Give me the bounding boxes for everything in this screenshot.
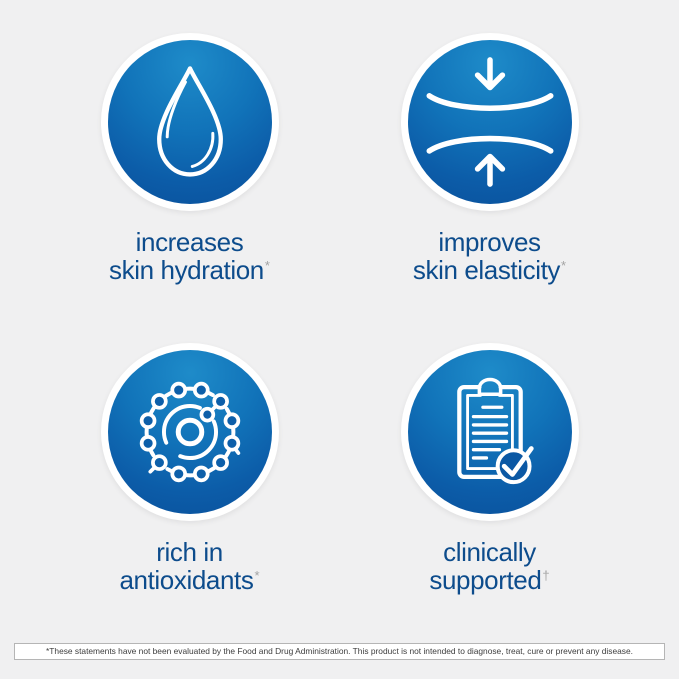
feature-label-line2: antioxidants: [119, 565, 254, 595]
features-grid: increases skin hydration*: [100, 33, 579, 599]
antioxidant-molecule-icon: [139, 381, 240, 483]
clipboard-check-icon: [456, 377, 534, 485]
feature-label-line1: increases: [135, 227, 244, 257]
compress-arrows-icon: [426, 57, 553, 187]
droplet-icon: [156, 66, 223, 177]
feature-label-line1: improves: [438, 227, 541, 257]
badge-circle: [100, 33, 279, 211]
badge-circle: [100, 343, 279, 521]
badge-circle: [400, 33, 579, 211]
feature-label-line2: skin hydration: [109, 255, 264, 285]
feature-clinically-supported: clinically supported†: [400, 343, 579, 599]
disclaimer-bar: *These statements have not been evaluate…: [14, 643, 665, 660]
feature-label-line2: supported: [429, 565, 542, 595]
feature-label: rich in antioxidants*: [119, 538, 259, 599]
feature-label-line1: clinically: [443, 537, 536, 567]
feature-skin-elasticity: improves skin elasticity*: [400, 33, 579, 289]
feature-label: increases skin hydration*: [109, 228, 270, 289]
feature-label-line1: rich in: [156, 537, 223, 567]
badge-circle: [400, 343, 579, 521]
feature-antioxidants: rich in antioxidants*: [100, 343, 279, 599]
footnote-mark: †: [542, 568, 550, 583]
footnote-mark: *: [561, 258, 567, 273]
feature-label: improves skin elasticity*: [413, 228, 566, 289]
footnote-mark: *: [264, 258, 270, 273]
feature-label: clinically supported†: [429, 538, 549, 599]
footnote-mark: *: [254, 568, 260, 583]
feature-label-line2: skin elasticity: [412, 255, 561, 285]
feature-skin-hydration: increases skin hydration*: [100, 33, 279, 289]
